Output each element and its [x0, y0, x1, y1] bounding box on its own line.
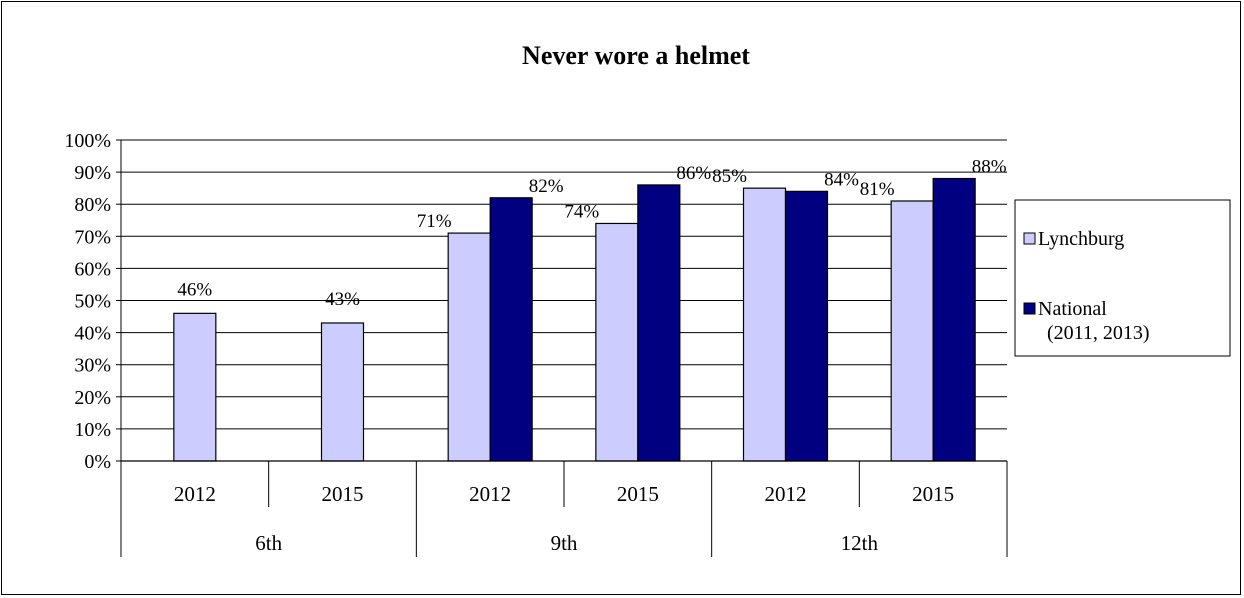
- chart-title: Never wore a helmet: [522, 41, 750, 70]
- bar: [320, 322, 365, 462]
- group-label: 9th: [551, 531, 578, 555]
- bars: [173, 177, 976, 462]
- bar: [890, 200, 934, 462]
- bar: [932, 177, 976, 462]
- y-tick-label: 70%: [74, 226, 111, 248]
- data-label: 46%: [177, 279, 212, 300]
- data-label: 88%: [972, 157, 1007, 178]
- data-label: 74%: [564, 201, 599, 222]
- y-tick-label: 100%: [64, 130, 111, 152]
- group-label: 12th: [841, 531, 879, 555]
- y-tick-label: 80%: [74, 194, 111, 216]
- x-tick-label: 2015: [322, 482, 364, 506]
- y-tick-label: 30%: [74, 355, 111, 377]
- legend: Lynchburg National (2011, 2013): [1014, 199, 1231, 357]
- group-label: 6th: [255, 531, 282, 555]
- bar: [173, 312, 217, 462]
- legend-label: National (2011, 2013): [1038, 298, 1150, 344]
- bar: [447, 232, 491, 462]
- gridlines: [121, 139, 1007, 462]
- y-tick-label: 90%: [74, 162, 111, 184]
- axes: 0% 10% 20% 30% 40% 50% 60% 70% 80% 90% 100% 2012 201…: [64, 130, 1008, 557]
- y-tick-label: 60%: [74, 258, 111, 280]
- y-tick-label: 40%: [74, 323, 111, 345]
- data-label: 71%: [417, 211, 452, 232]
- bar: [595, 222, 639, 462]
- x-tick-label: 2015: [617, 482, 659, 506]
- data-label: 84%: [824, 169, 859, 190]
- legend-box: [1014, 199, 1231, 357]
- data-label: 85%: [712, 166, 747, 187]
- y-tick-label: 50%: [74, 291, 111, 313]
- bar: [784, 190, 829, 462]
- data-label: 86%: [676, 163, 711, 184]
- data-label: 43%: [325, 289, 360, 310]
- legend-swatch: [1023, 232, 1036, 245]
- x-tick-label: 2012: [174, 482, 216, 506]
- x-tick-label: 2015: [912, 482, 954, 506]
- data-label: 82%: [529, 176, 564, 197]
- legend-swatch: [1023, 302, 1036, 315]
- bar: [637, 184, 681, 462]
- y-tick-label: 10%: [74, 419, 111, 441]
- y-tick-label: 0%: [84, 451, 111, 473]
- legend-label: Lynchburg: [1038, 228, 1124, 250]
- data-label: 81%: [860, 179, 895, 200]
- bar: [489, 197, 533, 462]
- bar: [742, 187, 787, 462]
- y-tick-label: 20%: [74, 387, 111, 409]
- x-tick-label: 2012: [469, 482, 511, 506]
- x-tick-label: 2012: [765, 482, 807, 506]
- data-labels: 46% 43% 71% 82%74% 86% 85% 84% 81% 88%: [177, 157, 1006, 310]
